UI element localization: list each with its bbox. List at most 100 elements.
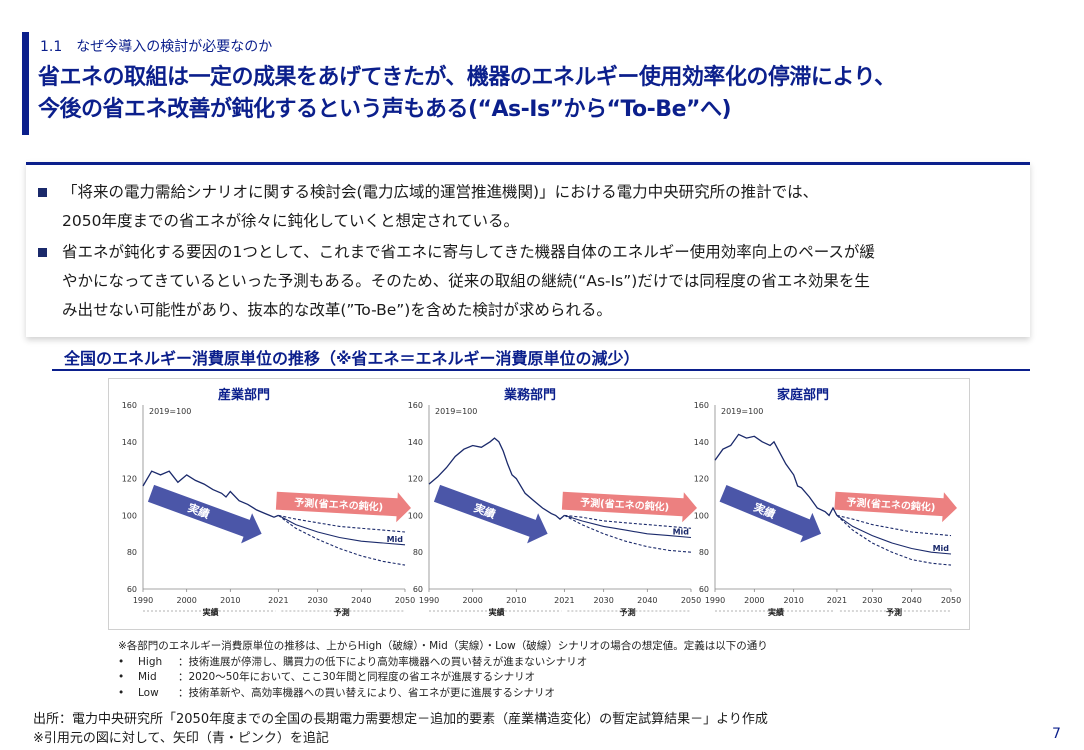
x-tick-label: 1990 bbox=[419, 596, 439, 605]
arrow-forecast-shape bbox=[834, 491, 958, 523]
note-bullet: • bbox=[118, 686, 125, 699]
arrow-actual: 実績 bbox=[433, 484, 548, 544]
y-tick-label: 100 bbox=[122, 511, 137, 520]
x-tick-label: 2040 bbox=[637, 596, 657, 605]
period-label-actual: 実績 bbox=[768, 607, 784, 617]
arrow-actual-shape bbox=[147, 484, 262, 544]
note-bullet: • bbox=[118, 655, 125, 668]
series-line-high bbox=[278, 514, 406, 533]
y-tick-label: 140 bbox=[122, 438, 137, 447]
mid-label: Mid bbox=[933, 544, 950, 553]
chart-panel-3: 家庭部門 60 80 100 120 140 160 1990 2000 2010 2021 2030… bbox=[694, 387, 961, 617]
arrow-actual-shape bbox=[433, 484, 548, 544]
note-mid: • Mid ：2020～50年において、ここ30年間と同程度の省エネが進展するシ… bbox=[118, 670, 768, 686]
series-line-mid bbox=[278, 514, 406, 546]
x-tick-label: 1990 bbox=[705, 596, 725, 605]
arrow-actual: 実績 bbox=[147, 484, 262, 544]
bullet-1-line2: 2050年度までの省エネが徐々に鈍化していくと想定されている。 bbox=[62, 212, 520, 230]
note-low: • Low ：技術革新や、高効率機器への買い替えにより、省エネが更に進展するシナ… bbox=[118, 686, 768, 702]
series-line-actual bbox=[142, 470, 279, 518]
chart-annotation: 2019=100 bbox=[435, 407, 477, 416]
series-line-low bbox=[836, 514, 952, 566]
period-label-actual: 実績 bbox=[203, 607, 219, 617]
bullet-1-line1: 「将来の電力需給シナリオに関する検討会(電力広域的運営推進機関)」における電力中… bbox=[62, 183, 819, 201]
period-label-actual: 実績 bbox=[489, 607, 505, 617]
y-tick-label: 80 bbox=[127, 548, 137, 557]
y-tick-label: 120 bbox=[122, 475, 137, 484]
chart-panel-2: 業務部門 60 80 100 120 140 160 1990 2000 2010 2021 2030… bbox=[408, 387, 701, 617]
x-tick-label: 2050 bbox=[681, 596, 701, 605]
series-line-high bbox=[564, 514, 692, 529]
arrow-forecast-shape bbox=[561, 491, 697, 523]
page-title-line2: 今後の省エネ改善が鈍化するという声もある(“As-Is”から“To-Be”へ) bbox=[38, 97, 732, 122]
note-high: • High ：技術進展が停滞し、購買力の低下により高効率機器への買い替えが進ま… bbox=[118, 655, 768, 671]
arrow-forecast-shape bbox=[275, 491, 411, 523]
title-accent-bar bbox=[22, 32, 29, 135]
x-tick-label: 2021 bbox=[827, 596, 847, 605]
x-tick-label: 2000 bbox=[462, 596, 482, 605]
x-tick-label: 2021 bbox=[268, 596, 288, 605]
y-tick-label: 120 bbox=[694, 475, 709, 484]
arrow-actual-label: 実績 bbox=[472, 500, 497, 521]
x-tick-label: 2010 bbox=[220, 596, 240, 605]
arrow-actual-label: 実績 bbox=[186, 500, 211, 521]
period-label-forecast: 予測 bbox=[334, 607, 350, 617]
series-line-mid bbox=[836, 514, 952, 555]
note-desc: ：技術革新や、高効率機器への買い替えにより、省エネが更に進展するシナリオ bbox=[178, 686, 556, 699]
y-tick-label: 80 bbox=[699, 548, 709, 557]
summary-box bbox=[26, 162, 1030, 337]
x-tick-label: 2030 bbox=[307, 596, 327, 605]
notes-intro: ※各部門のエネルギー消費原単位の推移は、上からHigh（破線）・Mid（実線）・… bbox=[118, 640, 768, 652]
source-line2: ※引用元の図に対して、矢印（青・ピンク）を追記 bbox=[33, 731, 329, 746]
y-tick-label: 140 bbox=[694, 438, 709, 447]
y-tick-label: 160 bbox=[694, 401, 709, 410]
chart-title: 産業部門 bbox=[218, 387, 270, 403]
arrow-forecast: 予測(省エネの鈍化) bbox=[834, 491, 958, 523]
x-tick-label: 2000 bbox=[744, 596, 764, 605]
x-tick-label: 2021 bbox=[554, 596, 574, 605]
series-line-actual bbox=[428, 437, 565, 520]
chart-title: 家庭部門 bbox=[777, 387, 829, 403]
bullet-2-line1: 省エネが鈍化する要因の1つとして、これまで省エネに寄与してきた機器自体のエネルギ… bbox=[62, 243, 875, 261]
series-line-mid bbox=[564, 514, 692, 539]
source-line1: 出所：電力中央研究所「2050年度までの全国の長期電力需要想定－追加的要素（産業… bbox=[33, 712, 768, 727]
y-tick-label: 160 bbox=[408, 401, 423, 410]
y-tick-label: 80 bbox=[413, 548, 423, 557]
chart-annotation: 2019=100 bbox=[721, 407, 763, 416]
period-label-forecast: 予測 bbox=[620, 607, 636, 617]
chart-annotation: 2019=100 bbox=[149, 407, 191, 416]
arrow-actual-shape bbox=[719, 485, 822, 543]
note-name: Mid bbox=[138, 671, 157, 683]
chart-frame: 産業部門 60 80 100 120 140 160 1990 2000 2010 2021 2030… bbox=[108, 378, 970, 630]
chart-title: 業務部門 bbox=[503, 387, 556, 403]
series-line-high bbox=[836, 514, 952, 537]
chart-panel-1: 産業部門 60 80 100 120 140 160 1990 2000 2010 2021 2030… bbox=[122, 387, 415, 617]
x-tick-label: 2000 bbox=[176, 596, 196, 605]
arrow-forecast: 予測(省エネの鈍化) bbox=[561, 491, 697, 523]
source-citation: 出所：電力中央研究所「2050年度までの全国の長期電力需要想定－追加的要素（産業… bbox=[33, 710, 768, 748]
y-tick-label: 60 bbox=[413, 585, 423, 594]
x-tick-label: 1990 bbox=[133, 596, 153, 605]
series-line-low bbox=[278, 514, 406, 566]
y-tick-label: 60 bbox=[699, 585, 709, 594]
arrow-actual: 実績 bbox=[719, 485, 822, 543]
note-name: Low bbox=[138, 686, 159, 699]
bullet-square-icon bbox=[38, 188, 47, 197]
bullet-2-line3: み出せない可能性があり、抜本的な改革(”To-Be”)を含めた検討が求められる。 bbox=[62, 301, 612, 319]
page-number: 7 bbox=[1052, 726, 1061, 742]
period-label-forecast: 予測 bbox=[886, 607, 902, 617]
chart-heading-rule bbox=[52, 369, 1030, 371]
x-tick-label: 2040 bbox=[351, 596, 371, 605]
arrow-forecast: 予測(省エネの鈍化) bbox=[275, 491, 411, 523]
y-tick-label: 100 bbox=[694, 511, 709, 520]
x-tick-label: 2050 bbox=[941, 596, 961, 605]
x-tick-label: 2010 bbox=[783, 596, 803, 605]
note-bullet: • bbox=[118, 671, 125, 683]
notes: ※各部門のエネルギー消費原単位の推移は、上からHigh（破線）・Mid（実線）・… bbox=[118, 639, 768, 701]
x-tick-label: 2010 bbox=[506, 596, 526, 605]
x-tick-label: 2030 bbox=[593, 596, 613, 605]
section-label: 1.1 なぜ今導入の検討が必要なのか bbox=[40, 39, 273, 55]
page-title-line1: 省エネの取組は一定の成果をあげてきたが、機器のエネルギー使用効率化の停滞により、 bbox=[38, 65, 896, 90]
series-line-low bbox=[564, 514, 692, 553]
series-line-actual bbox=[714, 433, 838, 517]
